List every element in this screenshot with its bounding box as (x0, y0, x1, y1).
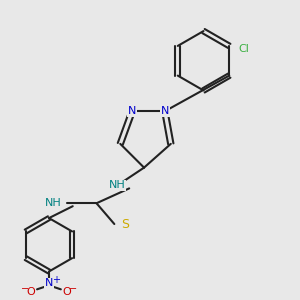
Text: +: + (52, 275, 60, 285)
Text: N: N (128, 106, 136, 116)
Text: S: S (121, 218, 129, 230)
Text: O: O (27, 287, 35, 297)
Text: −: − (21, 284, 29, 294)
Text: O: O (62, 287, 71, 297)
Text: NH: NH (45, 198, 62, 208)
Text: −: − (69, 284, 77, 294)
Text: Cl: Cl (239, 44, 250, 54)
Text: N: N (45, 278, 53, 288)
Text: N: N (161, 106, 169, 116)
Text: NH: NH (109, 180, 126, 190)
